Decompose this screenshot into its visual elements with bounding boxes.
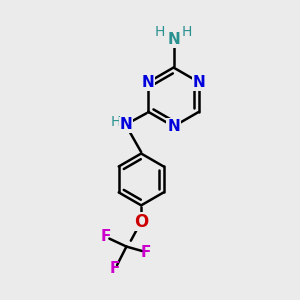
Text: F: F xyxy=(140,245,151,260)
Text: H: H xyxy=(182,25,192,39)
Text: H: H xyxy=(110,115,121,129)
Text: F: F xyxy=(110,261,120,276)
Text: O: O xyxy=(134,212,148,230)
Text: N: N xyxy=(142,75,154,90)
Text: N: N xyxy=(120,118,132,133)
Text: N: N xyxy=(167,32,180,47)
Text: H: H xyxy=(155,25,166,39)
Text: N: N xyxy=(193,75,206,90)
Text: F: F xyxy=(100,229,111,244)
Text: N: N xyxy=(167,119,180,134)
